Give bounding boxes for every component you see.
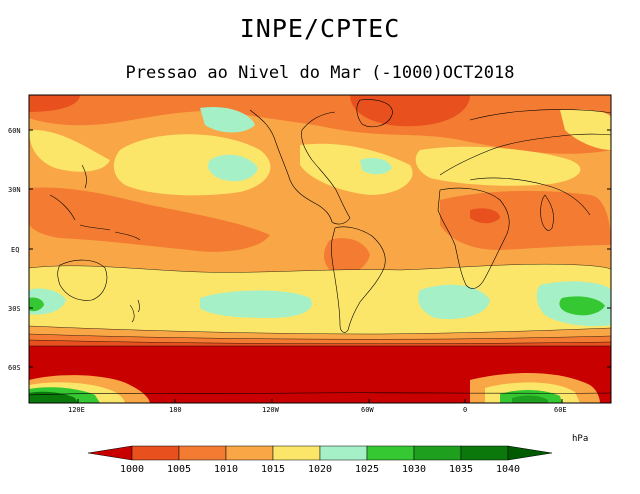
pressure-field: [29, 95, 611, 403]
colorbar-level-label: 1040: [496, 464, 520, 475]
colorbar-swatch: [366, 445, 415, 461]
colorbar-level-label: 1015: [261, 464, 285, 475]
lon-label-180: 180: [169, 406, 182, 414]
map-subtitle: Pressao ao Nivel do Mar (-1000)OCT2018: [125, 63, 515, 83]
isobars: [29, 263, 611, 347]
colorbar-swatch: [413, 445, 462, 461]
lat-label-eq: EQ: [11, 246, 19, 254]
lon-label-120w: 120W: [262, 406, 280, 414]
colorbar-arrow-low: [87, 445, 133, 461]
colorbar-arrow-high: [507, 445, 553, 461]
colorbar-swatch: [460, 445, 509, 461]
color-bar: 1000 1005 1010 1015 1020 1025 1030 1035 1040: [87, 445, 553, 475]
colorbar-level-label: 1020: [308, 464, 332, 475]
colorbar-level-label: 1000: [120, 464, 144, 475]
colorbar-swatch: [225, 445, 274, 461]
lat-label-30n: 30N: [8, 186, 21, 194]
colorbar-swatch: [131, 445, 180, 461]
colorbar-level-label: 1035: [449, 464, 473, 475]
page-title: INPE/CPTEC: [239, 14, 401, 43]
lon-label-0: 0: [463, 406, 467, 414]
colorbar-level-label: 1030: [402, 464, 426, 475]
lat-label-30s: 30S: [8, 305, 21, 313]
colorbar-swatch: [178, 445, 227, 461]
lon-ticks: [77, 399, 563, 403]
colorbar-swatch: [272, 445, 321, 461]
colorbar-level-label: 1025: [355, 464, 379, 475]
lat-label-60s: 60S: [8, 364, 21, 372]
lon-label-60e: 60E: [554, 406, 567, 414]
colorbar-swatch: [319, 445, 368, 461]
lat-label-60n: 60N: [8, 127, 21, 135]
lat-ticks: [29, 129, 611, 368]
lon-label-60w: 60W: [361, 406, 374, 414]
unit-label: hPa: [572, 434, 589, 444]
colorbar-level-label: 1010: [214, 464, 238, 475]
lon-label-120e: 120E: [68, 406, 85, 414]
colorbar-level-label: 1005: [167, 464, 191, 475]
coastlines: [29, 99, 611, 396]
